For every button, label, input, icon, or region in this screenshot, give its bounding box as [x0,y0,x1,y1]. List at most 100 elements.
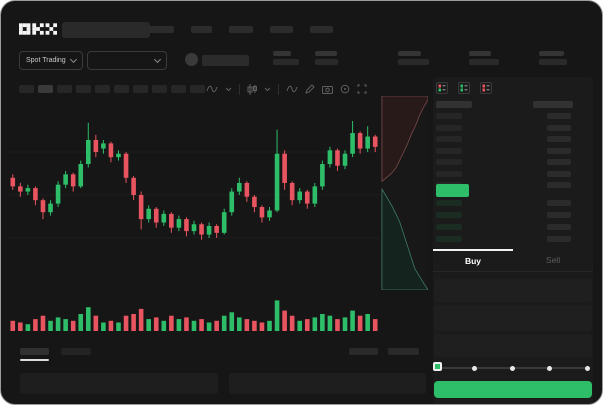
nav-item-placeholder[interactable] [229,26,253,33]
search-input[interactable] [62,22,150,38]
bottom-tab[interactable] [20,348,49,355]
book-combined-icon[interactable] [436,81,448,99]
slider-stop-dot[interactable] [547,365,552,371]
pair-dropdown[interactable] [87,51,167,70]
tab-buy[interactable]: Buy [433,249,513,271]
book-bids-icon[interactable] [458,81,470,99]
timeframe-button[interactable] [171,85,186,93]
orderbook-col-header-amount [533,101,573,108]
volume-bar [365,314,370,331]
market-type-label: Spot Trading [26,57,66,64]
indicator-wave-icon[interactable] [206,84,218,94]
volume-bar [48,320,53,331]
candle-body [312,186,318,204]
stat-label-placeholder [273,51,291,56]
ask-price-placeholder[interactable] [436,113,462,119]
ask-price-placeholder[interactable] [436,170,462,177]
nav-item-placeholder[interactable] [191,26,212,33]
nav-item-placeholder[interactable] [310,26,333,33]
orderbook-view-switcher [436,81,492,99]
chevron-down-icon[interactable] [264,85,271,93]
timeframe-button[interactable] [152,85,167,93]
chevron-down-icon [69,55,78,64]
timeframe-button[interactable] [133,85,148,93]
market-type-selector[interactable]: Spot Trading [19,51,83,70]
camera-snapshot-icon[interactable] [322,85,333,94]
candle-body [101,143,106,149]
volume-bar [327,315,333,331]
timeframe-button[interactable] [114,85,129,93]
stat-label-placeholder [539,51,564,56]
candle-body [85,139,91,165]
order-form-field[interactable] [434,334,592,357]
coin-avatar [185,53,198,66]
timeframe-button[interactable] [95,85,110,93]
candle-body [184,219,189,232]
nav-item-placeholder[interactable] [149,26,174,33]
toolbar-divider [239,83,240,95]
slider-stop-dot[interactable] [584,365,590,371]
timeframe-button[interactable] [38,85,53,93]
candle-style-icon[interactable] [247,83,257,95]
target-circle-icon[interactable] [340,84,350,94]
candle-body [335,150,340,166]
pair-name-placeholder [202,55,249,66]
candle-body [138,195,144,220]
bottom-action-placeholder[interactable] [349,348,378,355]
price-stats [273,51,338,65]
volume-bar [274,300,280,331]
candle-body [244,182,250,197]
bid-price-placeholder[interactable] [436,224,462,230]
stat-label-placeholder [315,51,337,56]
ask-price-placeholder[interactable] [436,159,462,165]
bottom-action-placeholder[interactable] [388,348,419,355]
volume-bar [85,307,91,331]
ask-amount-placeholder [547,136,571,142]
candle-body [25,188,31,192]
stat-block [469,51,499,65]
volume-bar [312,317,318,331]
expand-icon[interactable] [357,84,367,94]
ask-price-placeholder[interactable] [436,136,462,142]
ask-amount-placeholder [547,182,571,188]
timeframe-button[interactable] [190,85,205,93]
draw-pencil-icon[interactable] [305,84,315,94]
volume-bar [93,315,99,331]
chevron-down-icon[interactable] [225,85,232,93]
slider-handle[interactable] [432,362,442,371]
slider-stop-dot[interactable] [509,365,515,371]
order-form-field[interactable] [434,305,592,331]
tab-sell[interactable]: Sell [545,255,561,265]
okx-logo [19,23,57,35]
bid-price-placeholder[interactable] [436,200,462,206]
candle-body [289,182,295,201]
last-price-badge[interactable] [436,184,469,197]
stat-value-placeholder [315,59,338,65]
slider-stop-dot[interactable] [472,365,477,371]
stat-block [273,51,299,65]
bottom-tab[interactable] [61,348,91,355]
candlestick-chart[interactable] [9,101,379,291]
bid-price-placeholder[interactable] [436,236,462,242]
candle-body [153,208,159,223]
candle-body [320,164,325,187]
candle-body [365,136,370,149]
ask-price-placeholder[interactable] [436,147,462,154]
line-wave-icon[interactable] [286,84,298,94]
candle-body [252,196,257,208]
candle-body [237,182,242,192]
timeframe-button[interactable] [57,85,72,93]
buy-submit-button[interactable] [434,381,592,398]
book-asks-icon[interactable] [480,81,492,99]
candle-body [18,186,23,192]
volume-bar [199,319,204,331]
bid-price-placeholder[interactable] [436,212,462,218]
ask-price-placeholder[interactable] [436,124,462,131]
timeframe-button[interactable] [19,85,34,93]
nav-item-placeholder[interactable] [270,26,293,33]
order-form-field[interactable] [434,279,592,302]
volume-bar [350,310,355,331]
candle-body [297,191,303,201]
timeframe-button[interactable] [76,85,91,93]
